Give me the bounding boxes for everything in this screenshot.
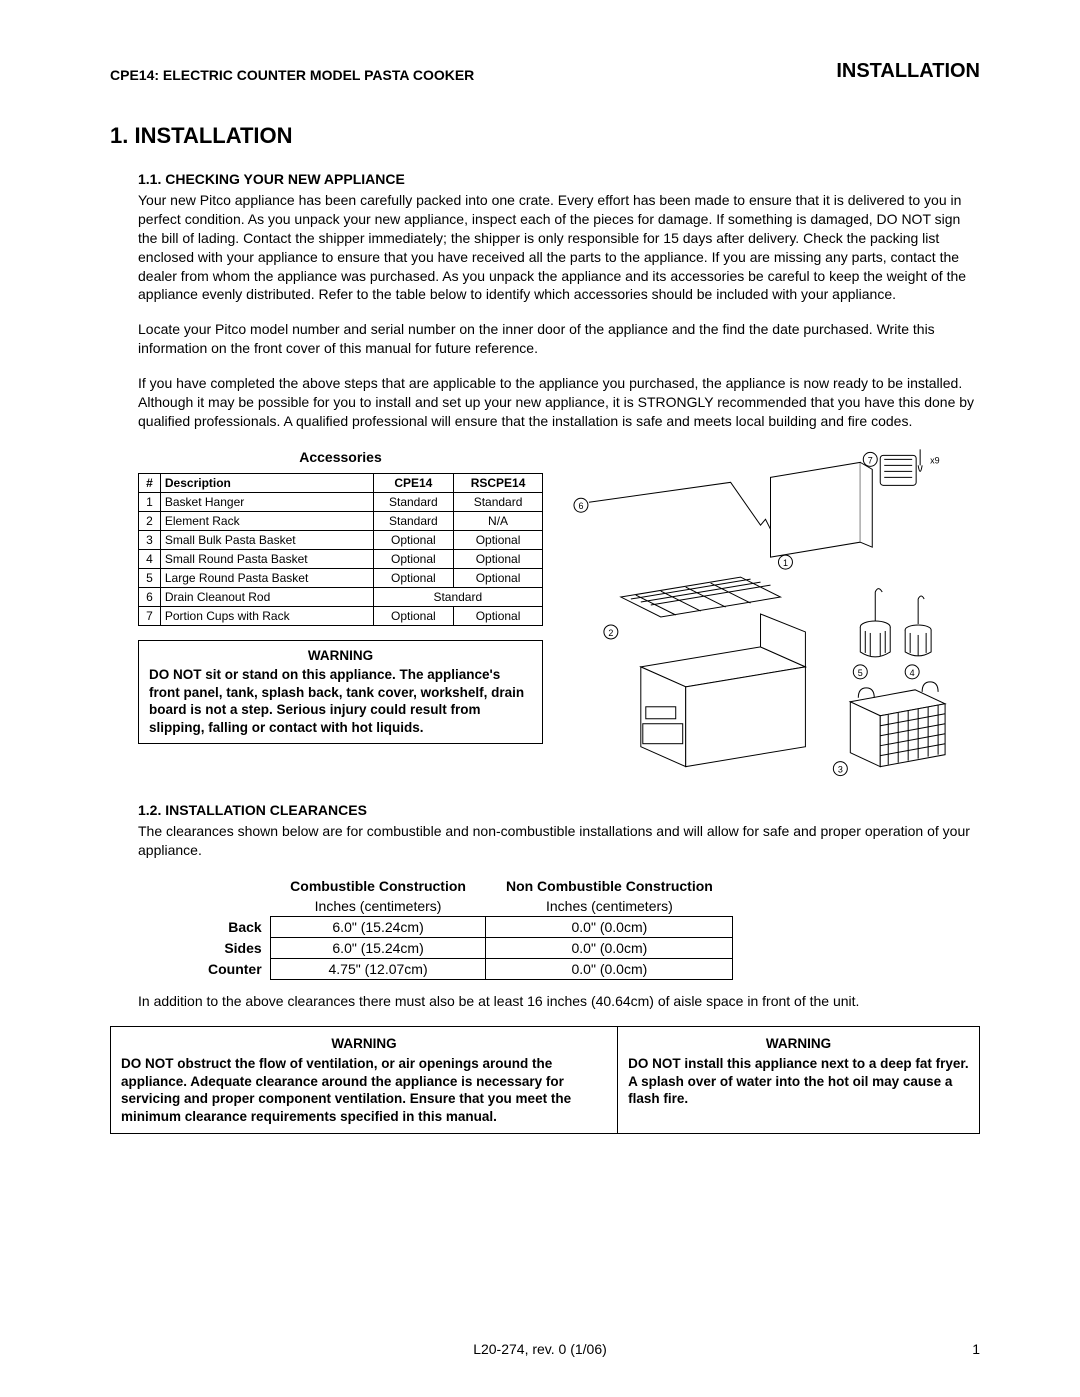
svg-text:5: 5 xyxy=(858,668,863,678)
warning-text: DO NOT obstruct the flow of ventilation,… xyxy=(121,1055,607,1125)
table-row: 3 Small Bulk Pasta Basket Optional Optio… xyxy=(139,530,543,549)
clear-col1: Combustible Construction xyxy=(270,876,486,896)
acc-col-desc: Description xyxy=(160,473,373,492)
accessories-title: Accessories xyxy=(138,449,543,465)
clearances-extra: In addition to the above clearances ther… xyxy=(138,992,980,1011)
clearances-table: Combustible Construction Non Combustible… xyxy=(188,876,733,980)
clearances-intro: The clearances shown below are for combu… xyxy=(138,822,980,860)
svg-text:1: 1 xyxy=(783,558,788,568)
section-title: 1. INSTALLATION xyxy=(110,123,980,149)
clear-row-back: Back xyxy=(188,916,270,937)
warning-text: DO NOT install this appliance next to a … xyxy=(628,1055,969,1108)
warning-row: WARNING DO NOT obstruct the flow of vent… xyxy=(110,1026,980,1134)
clear-col2: Non Combustible Construction xyxy=(486,876,733,896)
warning-box-1: WARNING DO NOT sit or stand on this appl… xyxy=(138,640,543,744)
subsection-1-2: 1.2. INSTALLATION CLEARANCES xyxy=(138,802,980,818)
footer-page-number: 1 xyxy=(972,1341,980,1357)
footer-doc-id: L20-274, rev. 0 (1/06) xyxy=(0,1341,1080,1357)
svg-text:2: 2 xyxy=(608,628,613,638)
body-p2: Locate your Pitco model number and seria… xyxy=(138,320,980,358)
clear-units1: Inches (centimeters) xyxy=(270,896,486,917)
exploded-diagram: 6 1 7 x9 xyxy=(561,447,980,787)
svg-text:7: 7 xyxy=(868,455,873,465)
accessories-table: # Description CPE14 RSCPE14 1 Basket Han… xyxy=(138,473,543,626)
acc-col-num: # xyxy=(139,473,161,492)
header-section: INSTALLATION xyxy=(836,60,980,83)
table-row: 2 Element Rack Standard N/A xyxy=(139,511,543,530)
body-p3: If you have completed the above steps th… xyxy=(138,374,980,431)
clear-row-sides: Sides xyxy=(188,937,270,958)
svg-text:4: 4 xyxy=(910,668,915,678)
warning-box-2: WARNING DO NOT obstruct the flow of vent… xyxy=(111,1027,618,1133)
warning-text: DO NOT sit or stand on this appliance. T… xyxy=(149,666,532,736)
header-product: CPE14: ELECTRIC COUNTER MODEL PASTA COOK… xyxy=(110,67,474,83)
body-p1: Your new Pitco appliance has been carefu… xyxy=(138,191,980,304)
table-row: 6 Drain Cleanout Rod Standard xyxy=(139,587,543,606)
acc-col-rscpe14: RSCPE14 xyxy=(454,473,543,492)
clear-units2: Inches (centimeters) xyxy=(486,896,733,917)
svg-text:6: 6 xyxy=(578,501,583,511)
warning-box-3: WARNING DO NOT install this appliance ne… xyxy=(618,1027,979,1133)
clear-row-counter: Counter xyxy=(188,958,270,979)
acc-col-cpe14: CPE14 xyxy=(373,473,454,492)
warning-title: WARNING xyxy=(628,1035,969,1053)
table-row: 7 Portion Cups with Rack Optional Option… xyxy=(139,606,543,625)
table-row: 1 Basket Hanger Standard Standard xyxy=(139,492,543,511)
subsection-1-1: 1.1. CHECKING YOUR NEW APPLIANCE xyxy=(138,171,980,187)
warning-title: WARNING xyxy=(121,1035,607,1053)
svg-text:3: 3 xyxy=(838,764,843,774)
table-row: 5 Large Round Pasta Basket Optional Opti… xyxy=(139,568,543,587)
svg-text:x9: x9 xyxy=(930,455,939,465)
warning-title: WARNING xyxy=(149,647,532,665)
table-row: 4 Small Round Pasta Basket Optional Opti… xyxy=(139,549,543,568)
